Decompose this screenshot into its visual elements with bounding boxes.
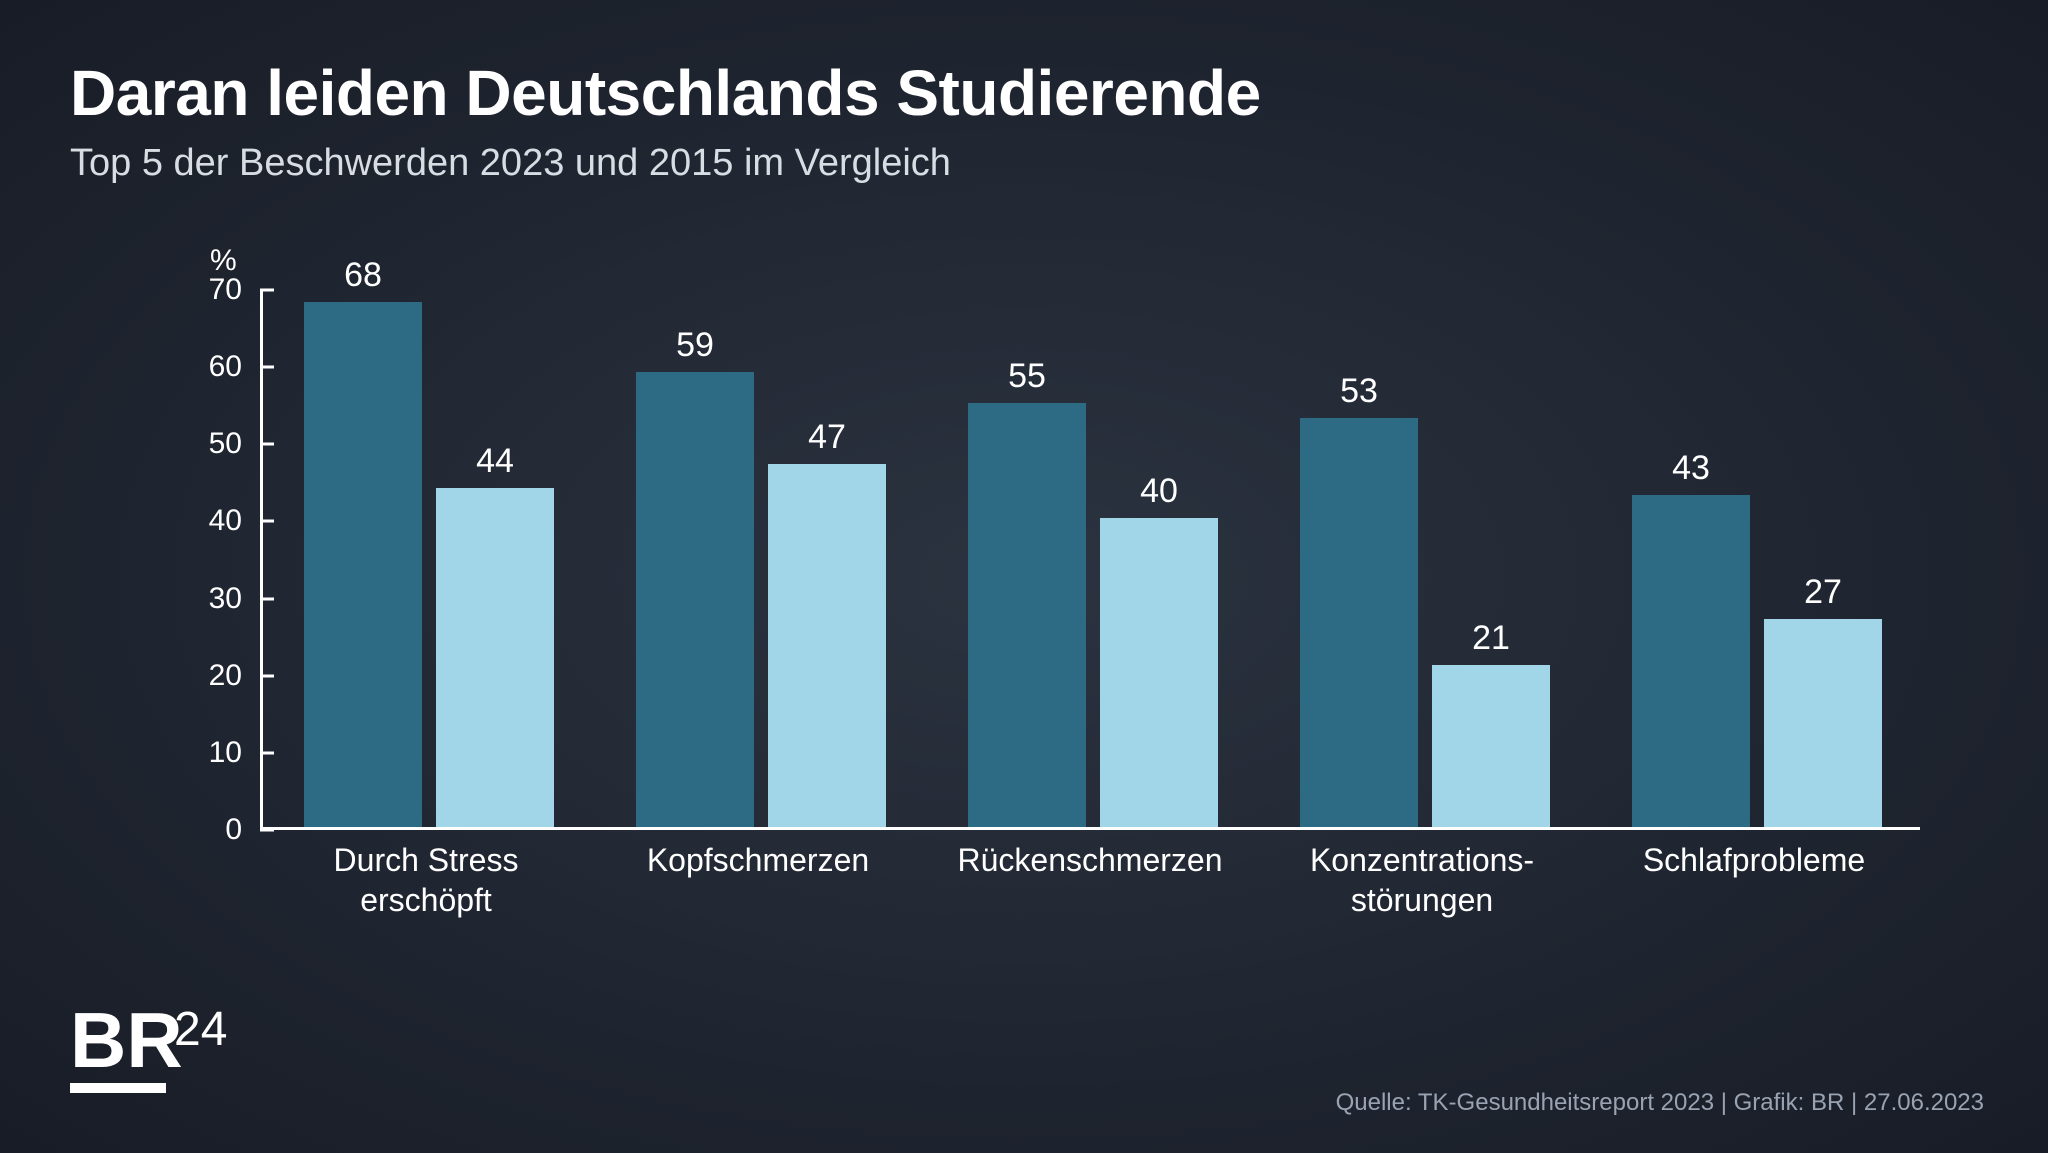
y-tick-label: 60: [182, 350, 242, 384]
category-label: Rückenschmerzen: [930, 840, 1250, 880]
bar: 43: [1632, 495, 1750, 827]
y-tick-label: 20: [182, 659, 242, 693]
category-label: Schlafprobleme: [1594, 840, 1914, 880]
svg-text:BR: BR: [70, 996, 183, 1084]
source-line: Quelle: TK-Gesundheitsreport 2023 | Graf…: [1336, 1089, 1984, 1117]
bar-group: 5321: [1285, 418, 1565, 827]
bar: 40: [1100, 518, 1218, 827]
y-tick-label: 40: [182, 504, 242, 538]
y-axis: 010203040506070: [180, 290, 260, 830]
bar-value-label: 21: [1432, 619, 1550, 658]
bar-group: 4327: [1617, 495, 1897, 827]
bar: 68: [304, 302, 422, 827]
bar-group: 6844: [289, 302, 569, 827]
bar: 55: [968, 403, 1086, 827]
chart-subtitle: Top 5 der Beschwerden 2023 und 2015 im V…: [70, 142, 1978, 185]
y-tick-label: 70: [182, 273, 242, 307]
category-label: Durch Stresserschöpft: [266, 840, 586, 920]
bar: 47: [768, 464, 886, 827]
svg-text:24: 24: [174, 1003, 227, 1056]
bar-value-label: 68: [304, 256, 422, 295]
bar-value-label: 47: [768, 418, 886, 457]
header: Daran leiden Deutschlands Studierende To…: [70, 56, 1978, 185]
bar-value-label: 43: [1632, 449, 1750, 488]
bar-value-label: 53: [1300, 372, 1418, 411]
bar-group: 5947: [621, 372, 901, 827]
logo-suffix: 24: [174, 1003, 227, 1056]
category-label: Kopfschmerzen: [598, 840, 918, 880]
bar-value-label: 55: [968, 357, 1086, 396]
bar: 44: [436, 488, 554, 827]
bar-value-label: 59: [636, 326, 754, 365]
chart-title: Daran leiden Deutschlands Studierende: [70, 56, 1978, 130]
bar-group: 5540: [953, 403, 1233, 827]
y-tick-label: 10: [182, 736, 242, 770]
logo-text: BR: [70, 996, 183, 1084]
category-label: Konzentrations-störungen: [1262, 840, 1582, 920]
bar: 27: [1764, 619, 1882, 827]
bar-value-label: 40: [1100, 472, 1218, 511]
bar: 53: [1300, 418, 1418, 827]
y-tick-label: 50: [182, 427, 242, 461]
y-tick-label: 30: [182, 582, 242, 616]
br24-logo: BR 24: [70, 995, 260, 1105]
category-labels: Durch Stresserschöpft Kopfschmerzen Rücken…: [260, 840, 1920, 930]
bar: 21: [1432, 665, 1550, 827]
y-tick-label: 0: [182, 813, 242, 847]
bar-value-label: 27: [1764, 573, 1882, 612]
bar-value-label: 44: [436, 442, 554, 481]
bar: 59: [636, 372, 754, 827]
chart-area: % 010203040506070 68445947554053214327 D…: [180, 250, 1940, 920]
plot-area: 68445947554053214327: [260, 290, 1920, 830]
